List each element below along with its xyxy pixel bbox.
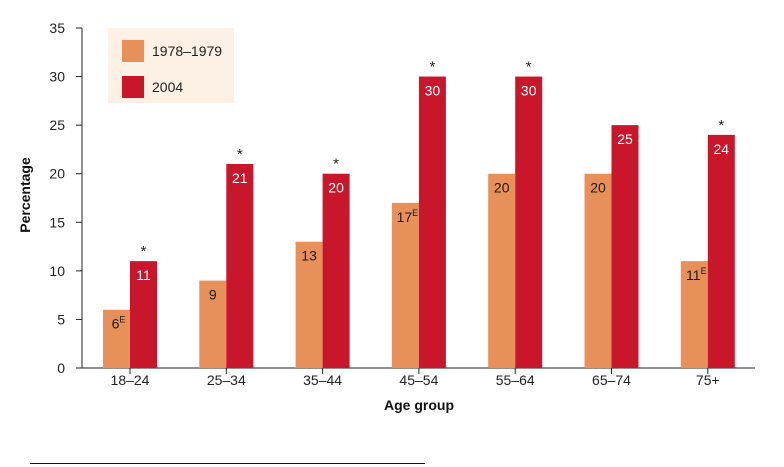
bar-series-1 [199,280,227,368]
bar-value: 24 [714,141,730,157]
bar-series-1 [295,241,323,368]
bar-value: 6 [112,316,120,332]
y-tick-label: 25 [49,117,65,133]
bar-value: 30 [521,83,537,99]
bar-series-2 [130,261,157,368]
significance-star: * [237,146,243,163]
bar-series-1 [680,261,708,368]
bar-value: 20 [494,180,510,196]
y-tick-label: 30 [49,69,65,85]
x-tick-label: 25–34 [207,372,246,388]
bar-series-1 [391,202,419,368]
x-tick-label: 65–74 [592,372,631,388]
bar-value: 17 [397,209,413,225]
bar-value: 30 [425,83,441,99]
bar-data-label: 30 [521,83,537,99]
bar-series-2 [611,125,639,369]
y-tick-label: 15 [49,214,65,230]
bar-data-label: 21 [232,170,248,186]
x-tick-label: 18–24 [111,372,150,388]
bar-series-2 [707,134,735,368]
x-axis-title: Age group [384,397,454,413]
x-tick-label: 45–54 [399,372,438,388]
bar-value: 11 [686,267,701,283]
y-axis: 0 5 10 15 20 25 30 35 [49,20,83,376]
bar-value: 20 [328,180,344,196]
bar-value: 9 [209,287,217,303]
y-tick-label: 10 [49,263,65,279]
legend-swatch [122,76,144,98]
bar-series-2 [515,76,543,369]
bar-data-label: 20 [590,180,606,196]
x-tick-label: 55–64 [496,372,535,388]
y-tick-label: 0 [57,360,65,376]
legend-label: 1978–1979 [152,43,222,59]
bar-value: 11 [136,267,151,283]
bar-value: 20 [590,180,606,196]
footnote-rule [30,463,425,464]
bar-series-1 [103,309,130,368]
bar-data-label: 24 [714,141,730,157]
bar-data-label: 11 [136,267,151,283]
bar-data-label: 20 [494,180,510,196]
legend-label: 2004 [152,79,183,95]
bar-data-label: 9 [209,287,217,303]
significance-star: * [333,156,339,173]
bar-data-label: 6E [112,315,126,332]
bar-data-label: 17E [397,208,419,225]
bar-series-2 [226,164,254,368]
significance-star: * [429,59,435,76]
x-tick-label: 75+ [696,372,720,388]
bar-value: 13 [301,248,317,264]
x-axis: 18–24 25–34 35–44 45–54 55–64 65–74 75+ [82,367,755,388]
bar-data-label: 30 [425,83,441,99]
bar-series-2 [322,173,350,368]
y-tick-label: 20 [49,166,65,182]
y-tick-label: 5 [57,311,65,327]
bar-data-label: 13 [301,248,317,264]
significance-star: * [718,117,724,134]
bar-data-label: 25 [617,131,633,147]
bar-series-1 [584,173,612,368]
significance-star: * [141,243,147,260]
y-tick-label: 35 [49,20,65,36]
y-axis-title: Percentage [17,157,33,233]
estimate-flag: E [412,208,418,218]
legend: 1978–1979 2004 [108,28,234,103]
significance-star: * [526,59,532,76]
bar-series-1 [488,173,516,368]
bar-data-label: 20 [328,180,344,196]
estimate-flag: E [119,315,125,325]
x-tick-label: 35–44 [303,372,342,388]
legend-swatch [122,40,144,62]
bar-series-2 [418,76,446,369]
bar-data-label: 11E [686,266,707,283]
bar-value: 25 [617,131,633,147]
estimate-flag: E [701,266,707,276]
bar-value: 21 [232,170,248,186]
